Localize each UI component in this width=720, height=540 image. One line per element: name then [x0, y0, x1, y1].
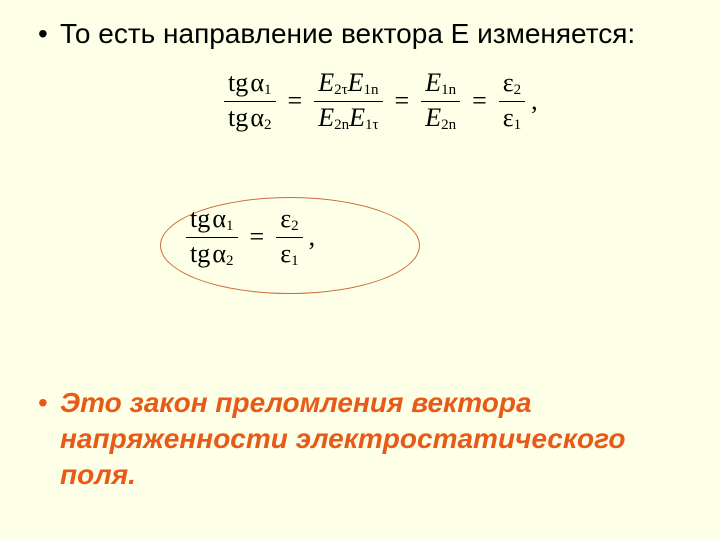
b-rhs-den-var: ε [280, 239, 291, 268]
s1-num-a-sub: 2τ [334, 82, 348, 98]
b-lhs-num-sub: 1 [226, 218, 234, 234]
formula-main: tg α1 tg α2 = E2τE1n E2nE1τ = [220, 69, 538, 133]
equals-3: = [472, 86, 487, 116]
lhs-den-var: α [250, 103, 264, 132]
b-lhs-den-fn: tg [190, 239, 210, 268]
s1-den-a-sub: 2n [334, 117, 349, 133]
s1-den-b-sub: 1τ [365, 117, 379, 133]
lhs-den-fn: tg [228, 103, 248, 132]
s2-num-sub: 1n [441, 82, 456, 98]
intro-bullet: То есть направление вектора Е изменяется… [34, 16, 686, 52]
conclusion-text: Это закон преломления вектора напряженно… [60, 387, 626, 490]
s1-num-b-sub: 1n [364, 82, 379, 98]
trailing-comma-1: , [531, 86, 538, 116]
b-lhs-den-sub: 2 [226, 253, 234, 269]
equals-1: = [288, 86, 303, 116]
slide: То есть направление вектора Е изменяется… [0, 0, 720, 540]
rhs-den-sub: 1 [514, 117, 522, 133]
intro-text: То есть направление вектора Е изменяется… [60, 18, 635, 49]
s1-den-b-var: E [349, 103, 365, 132]
s2-num-var: E [425, 68, 441, 97]
rhs-den-var: ε [503, 103, 514, 132]
s1-den-a-var: E [318, 103, 334, 132]
b-lhs-num-var: α [212, 204, 226, 233]
lhs-num-var: α [250, 68, 264, 97]
s2-den-sub: 2n [441, 117, 456, 133]
frac-step1: E2τE1n E2nE1τ [314, 69, 382, 133]
equals-2: = [395, 86, 410, 116]
b-rhs-num-var: ε [280, 204, 291, 233]
rhs-num-sub: 2 [514, 82, 522, 98]
b-rhs-num-sub: 2 [291, 218, 299, 234]
conclusion-block: Это закон преломления вектора напряженно… [34, 385, 686, 497]
s1-num-b-var: E [348, 68, 364, 97]
s1-num-a-var: E [318, 68, 334, 97]
b-rhs-den-sub: 1 [291, 253, 299, 269]
b-lhs-den-var: α [212, 239, 226, 268]
b-lhs-num-fn: tg [190, 204, 210, 233]
s2-den-var: E [425, 103, 441, 132]
lhs-num-sub: 1 [264, 82, 272, 98]
conclusion-bullet: Это закон преломления вектора напряженно… [34, 385, 686, 493]
formula-main-row: tg α1 tg α2 = E2τE1n E2nE1τ = [220, 69, 538, 133]
boxed-lhs: tg α1 tg α2 [186, 205, 238, 269]
frac-lhs: tg α1 tg α2 [224, 69, 276, 133]
boxed-equals: = [250, 222, 265, 252]
formula-boxed: tg α1 tg α2 = ε2 ε1 , [182, 205, 315, 269]
lhs-num-fn: tg [228, 68, 248, 97]
boxed-rhs: ε2 ε1 [276, 205, 302, 269]
trailing-comma-2: , [309, 222, 316, 252]
frac-rhs: ε2 ε1 [499, 69, 525, 133]
rhs-num-var: ε [503, 68, 514, 97]
lhs-den-sub: 2 [264, 117, 272, 133]
frac-step2: E1n E2n [421, 69, 460, 133]
formula-boxed-row: tg α1 tg α2 = ε2 ε1 , [182, 205, 315, 269]
